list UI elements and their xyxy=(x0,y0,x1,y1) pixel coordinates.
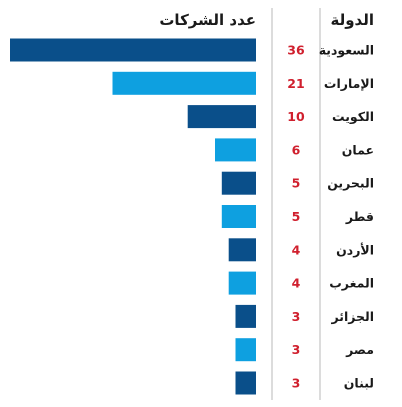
value-label-5: 5 xyxy=(292,176,301,191)
country-label-7: الأردن xyxy=(336,242,374,257)
bar-5 xyxy=(221,171,256,195)
bar-2 xyxy=(112,71,256,95)
country-label-5: البحرين xyxy=(327,176,374,191)
value-label-8: 4 xyxy=(292,276,301,291)
country-label-2: الإمارات xyxy=(324,76,374,91)
value-label-11: 3 xyxy=(292,376,301,391)
country-label-11: لبنان xyxy=(344,376,374,391)
bar-10 xyxy=(235,338,256,362)
bar-8 xyxy=(228,271,256,295)
value-label-7: 4 xyxy=(292,242,301,257)
country-label-4: عمان xyxy=(342,142,374,157)
country-label-3: الكويت xyxy=(332,109,374,124)
country-column-header: الدولة xyxy=(331,11,375,29)
bar-7 xyxy=(228,238,256,262)
bar-4 xyxy=(215,138,256,162)
value-label-4: 6 xyxy=(292,142,301,157)
bar-6 xyxy=(221,205,256,228)
country-label-1: السعودية xyxy=(319,43,374,58)
country-label-8: المغرب xyxy=(329,276,374,291)
value-label-1: 36 xyxy=(287,43,305,58)
value-label-6: 5 xyxy=(292,209,301,224)
value-label-10: 3 xyxy=(292,342,301,357)
country-label-10: مصر xyxy=(345,342,374,357)
bar-3 xyxy=(187,105,256,129)
value-label-2: 21 xyxy=(287,76,304,91)
bar-11 xyxy=(235,371,256,395)
value-label-9: 3 xyxy=(292,309,301,324)
bar-9 xyxy=(235,304,256,328)
bars-column-header: عدد الشركات xyxy=(159,11,256,29)
value-label-3: 10 xyxy=(287,109,305,124)
country-label-6: قطر xyxy=(345,209,374,224)
country-label-9: الجزائر xyxy=(330,309,374,324)
chart-rows: 36 السعودية 21 الإمارات 10 الكويت 6 عمان 5 البحري… xyxy=(10,38,374,395)
bar-1 xyxy=(10,38,256,62)
